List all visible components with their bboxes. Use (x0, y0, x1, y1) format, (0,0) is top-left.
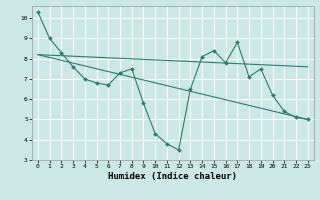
X-axis label: Humidex (Indice chaleur): Humidex (Indice chaleur) (108, 172, 237, 181)
